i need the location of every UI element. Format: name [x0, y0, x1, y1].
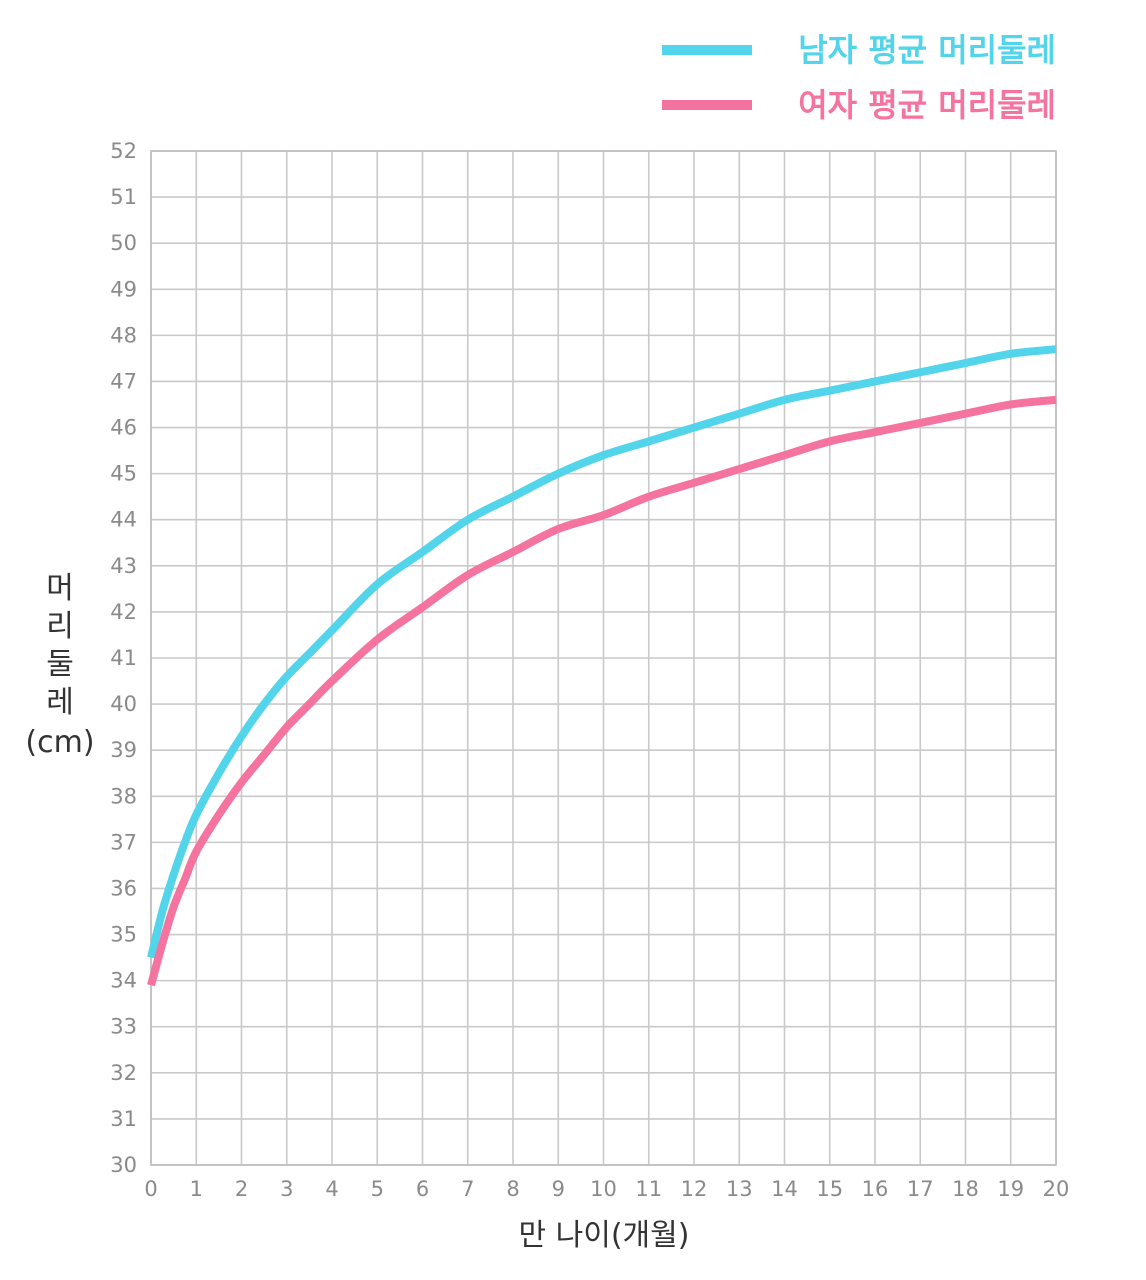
- y-tick-label: 31: [110, 1107, 137, 1131]
- y-tick-label: 46: [110, 416, 137, 440]
- x-tick-label: 18: [952, 1177, 979, 1201]
- x-tick-label: 0: [144, 1177, 157, 1201]
- x-tick-label: 6: [416, 1177, 429, 1201]
- y-tick-label: 52: [110, 139, 137, 163]
- x-tick-labels: 0 1 2 3 4 5 6 7 8 9 10 11 12 13 14 15 16 17 18 19 20: [144, 1177, 1069, 1201]
- y-tick-label: 39: [110, 738, 137, 762]
- y-tick-label: 47: [110, 369, 137, 393]
- y-axis-label-char: 리: [46, 609, 74, 644]
- y-tick-label: 48: [110, 323, 137, 347]
- y-tick-label: 40: [110, 692, 137, 716]
- x-tick-label: 7: [461, 1177, 474, 1201]
- x-axis-label: 만 나이(개월): [519, 1218, 690, 1253]
- x-tick-label: 5: [371, 1177, 384, 1201]
- x-tick-label: 1: [190, 1177, 203, 1201]
- y-axis-label-unit: (cm): [25, 725, 94, 760]
- y-tick-labels: 30 31 32 33 34 35 36 37 38 39 40 41 42 43 44 45 46 47 48 49…: [110, 139, 137, 1177]
- x-tick-label: 17: [907, 1177, 934, 1201]
- x-tick-label: 12: [681, 1177, 708, 1201]
- y-tick-label: 50: [110, 231, 137, 255]
- y-tick-label: 41: [110, 646, 137, 670]
- x-tick-label: 19: [997, 1177, 1024, 1201]
- y-axis-label-char: 레: [46, 685, 74, 720]
- x-tick-label: 15: [816, 1177, 843, 1201]
- x-tick-label: 8: [506, 1177, 519, 1201]
- legend-label: 여자 평균 머리둘레: [798, 86, 1056, 124]
- y-axis-label-char: 머: [46, 571, 74, 606]
- x-tick-label: 10: [590, 1177, 617, 1201]
- y-tick-label: 33: [110, 1015, 137, 1039]
- y-tick-label: 43: [110, 554, 137, 578]
- y-tick-label: 30: [110, 1153, 137, 1177]
- legend-label: 남자 평균 머리둘레: [798, 31, 1056, 69]
- y-tick-label: 45: [110, 462, 137, 486]
- x-tick-label: 4: [325, 1177, 338, 1201]
- y-tick-label: 42: [110, 600, 137, 624]
- grid-lines: [150, 150, 1057, 1166]
- y-tick-label: 38: [110, 784, 137, 808]
- series-line-female: [147, 395, 1057, 987]
- series-line-male: [147, 345, 1057, 959]
- y-axis-label: 머리둘레 (cm): [25, 571, 94, 760]
- x-tick-label: 2: [235, 1177, 248, 1201]
- x-tick-label: 3: [280, 1177, 293, 1201]
- x-tick-label: 13: [726, 1177, 753, 1201]
- series-lines: [147, 345, 1057, 987]
- x-tick-label: 11: [635, 1177, 662, 1201]
- y-axis-label-char: 둘: [46, 647, 74, 682]
- y-tick-label: 49: [110, 277, 137, 301]
- y-tick-label: 44: [110, 508, 137, 532]
- y-tick-label: 35: [110, 923, 137, 947]
- y-tick-label: 37: [110, 830, 137, 854]
- x-tick-label: 16: [862, 1177, 889, 1201]
- y-tick-label: 32: [110, 1061, 137, 1085]
- y-tick-label: 36: [110, 876, 137, 900]
- x-tick-label: 14: [771, 1177, 798, 1201]
- x-tick-label: 20: [1043, 1177, 1070, 1201]
- plot-frame: [150, 150, 1057, 1166]
- y-tick-label: 34: [110, 969, 137, 993]
- x-tick-label: 9: [552, 1177, 565, 1201]
- y-tick-label: 51: [110, 185, 137, 209]
